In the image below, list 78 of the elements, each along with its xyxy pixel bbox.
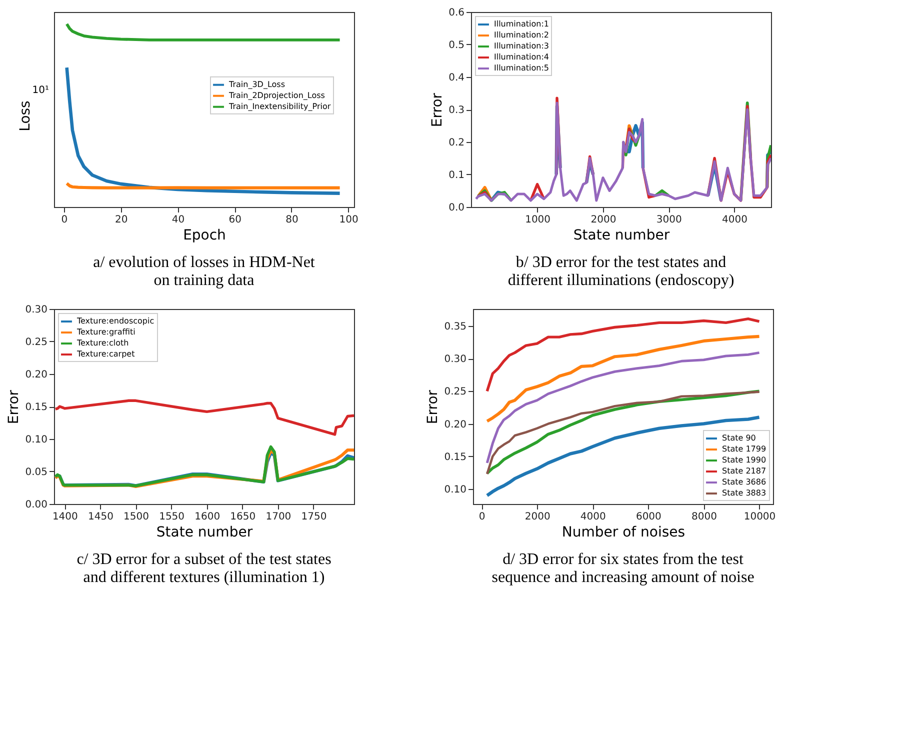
y-tick-label: 0.25 (444, 386, 466, 398)
y-axis-title: Error (425, 390, 442, 424)
x-tick-label: 8000 (691, 512, 717, 522)
y-tick-label: 0.10 (25, 434, 48, 446)
x-tick-label: 80 (286, 214, 298, 226)
x-tick-label: 0 (478, 512, 486, 522)
x-tick-label: 40 (172, 214, 185, 226)
x-tick-label: 1400 (52, 512, 78, 522)
legend-label: State 2187 (722, 466, 766, 476)
y-tick-label: 0.30 (25, 304, 48, 316)
text: c/ 3D error for a subset of the test states and different textures (illumination 1) (76, 551, 332, 586)
x-tick-label: 100 (339, 214, 358, 226)
x-tick-label: 20 (114, 214, 128, 226)
x-tick-label: 3000 (656, 214, 682, 226)
x-tick-label: 4000 (580, 512, 606, 522)
x-tick-label: 1700 (266, 512, 292, 522)
y-tick-label: 0.1 (448, 170, 464, 181)
y-tick-label: 0.35 (444, 321, 466, 332)
x-tick-label: 1500 (124, 512, 149, 522)
text: d/ 3D error for six states from the test sequence and increasing amount of noise (492, 551, 754, 586)
y-tick-label: 0.05 (25, 467, 48, 478)
y-tick-label: 0.00 (25, 500, 48, 510)
x-axis-title: Epoch (183, 228, 226, 244)
legend-label: Illumination:2 (494, 30, 549, 40)
x-tick-label: 60 (228, 214, 242, 226)
x-tick-label: 1600 (194, 512, 220, 522)
text: a/ evolution of losses in HDM-Net on training data (93, 254, 316, 289)
y-tick-label: 0.25 (25, 337, 48, 348)
legend-label: Illumination:4 (494, 52, 549, 62)
x-axis-title: State number (156, 524, 253, 540)
y-axis-title: Error (430, 92, 446, 128)
y-tick-label: 0.15 (25, 402, 48, 413)
y-tick-label: 0.6 (448, 8, 464, 18)
x-tick-label: 1550 (159, 512, 185, 522)
x-tick-label: 0 (61, 214, 68, 226)
x-tick-label: 6000 (636, 512, 662, 522)
y-tick-label: 0.15 (444, 452, 466, 463)
y-tick-label: 0.4 (448, 72, 464, 84)
line-series (486, 334, 761, 423)
legend-label: State 90 (722, 434, 756, 442)
y-tick-label: 0.0 (448, 202, 464, 214)
x-tick-label: 1750 (301, 512, 327, 522)
y-axis-title: Error (6, 390, 22, 424)
legend-label: State 3686 (722, 478, 766, 486)
line-series (54, 399, 354, 436)
x-tick-label: 2000 (590, 214, 616, 226)
legend-label: State 3883 (722, 488, 766, 498)
text: 10¹ (32, 85, 49, 96)
x-tick-label: 1650 (230, 512, 256, 522)
y-tick-label: 0.10 (444, 484, 466, 496)
text: b/ 3D error for the test states and different illuminations (endoscopy) (508, 254, 734, 289)
y-tick-label: 0.30 (444, 354, 466, 366)
legend-label: State 1799 (722, 444, 766, 454)
y-tick-label: 0.5 (448, 40, 464, 51)
x-tick-label: 4000 (722, 214, 748, 226)
y-tick-label: 0.20 (444, 419, 466, 430)
legend-label: Illumination:5 (494, 64, 549, 72)
line-series (486, 317, 761, 393)
legend-label: State 1990 (722, 456, 766, 464)
x-tick-label: 2000 (524, 512, 550, 522)
y-tick-label: 0.3 (448, 105, 464, 116)
legend-label: Texture:carpet (76, 350, 135, 358)
y-tick-label: 0.20 (25, 370, 48, 380)
x-tick-label: 1450 (88, 512, 114, 522)
x-axis-title: Number of noises (562, 524, 686, 540)
legend-label: Train_3D_Loss (228, 80, 285, 89)
legend-label: Texture:graffiti (76, 328, 136, 336)
legend-label: Texture:cloth (76, 338, 129, 348)
legend-label: Texture:endoscopic (76, 316, 154, 326)
x-tick-label: 10000 (744, 512, 776, 522)
y-axis-title: Loss (18, 100, 34, 132)
x-axis-title: State number (573, 228, 670, 244)
legend-label: Train_Inextensibility_Prior (228, 102, 332, 111)
y-tick-label: 0.2 (448, 138, 464, 148)
legend-label: Train_2Dprojection_Loss (228, 90, 325, 100)
x-tick-label: 1000 (525, 214, 551, 226)
legend-label: Illumination:3 (494, 42, 549, 50)
legend-label: Illumination:1 (494, 20, 549, 28)
